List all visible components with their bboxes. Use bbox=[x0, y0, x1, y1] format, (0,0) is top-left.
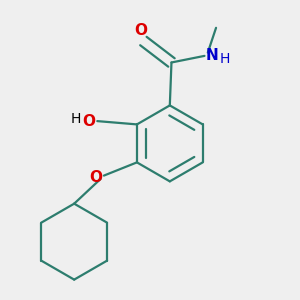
Text: O: O bbox=[134, 23, 147, 38]
Text: O: O bbox=[82, 114, 96, 129]
Text: H: H bbox=[71, 112, 81, 127]
Text: N: N bbox=[206, 48, 218, 63]
Text: O: O bbox=[89, 170, 102, 185]
Text: H: H bbox=[219, 52, 230, 66]
